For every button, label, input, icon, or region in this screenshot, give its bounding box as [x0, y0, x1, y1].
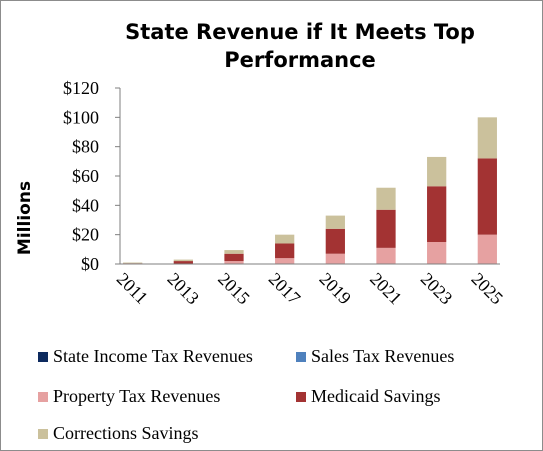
- bar-segment: [325, 215, 345, 229]
- chart-title: State Revenue if It Meets Top Performanc…: [125, 20, 475, 72]
- bar-segment: [427, 242, 447, 264]
- bar-segment: [224, 253, 244, 262]
- bar-segment: [376, 209, 396, 248]
- bar-segment: [477, 234, 497, 264]
- x-tick-label: 2023: [417, 269, 457, 309]
- y-tick-label: $20: [72, 225, 99, 245]
- bar-segment: [325, 253, 345, 264]
- bar-segment: [224, 261, 244, 264]
- y-tick-label: $0: [81, 254, 99, 274]
- bar-segment: [275, 234, 295, 244]
- y-axis-label: Millions: [15, 181, 35, 255]
- x-tick-label: 2013: [164, 269, 204, 309]
- bar-segment: [376, 187, 396, 210]
- bar-segment: [325, 228, 345, 254]
- y-axis-ticks: $0 $20 $40 $60 $80 $100 $120: [63, 78, 120, 274]
- y-tick-label: $120: [63, 78, 99, 98]
- x-tick-label: 2019: [316, 269, 356, 309]
- bar-segment: [173, 261, 193, 264]
- bar-segment: [123, 262, 143, 264]
- axes: [119, 88, 500, 265]
- bar-segment: [173, 259, 193, 262]
- bars: [123, 117, 497, 264]
- x-tick-label: 2021: [366, 269, 406, 309]
- y-tick-label: $100: [63, 107, 99, 127]
- bar-segment: [477, 117, 497, 159]
- x-tick-label: 2017: [265, 269, 305, 309]
- bar-segment: [376, 247, 396, 264]
- x-tick-label: 2025: [468, 269, 508, 309]
- bar-segment: [427, 186, 447, 242]
- bar-segment: [477, 158, 497, 235]
- bar-segment: [224, 250, 244, 254]
- x-tick-label: 2011: [113, 269, 152, 308]
- bar-segment: [275, 258, 295, 264]
- x-axis-ticks: 2011 2013 2015 2017 2019 2021 2023 2025: [113, 269, 507, 309]
- y-tick-label: $80: [72, 137, 99, 157]
- y-tick-label: $60: [72, 166, 99, 186]
- x-tick-label: 2015: [214, 269, 254, 309]
- y-tick-label: $40: [72, 195, 99, 215]
- bar-segment: [275, 243, 295, 259]
- bar-segment: [427, 156, 447, 187]
